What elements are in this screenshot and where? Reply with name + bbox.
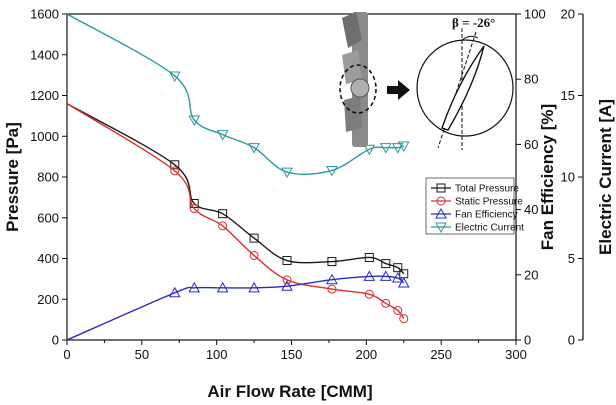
current-tick-label: 5 [568, 251, 575, 266]
data-point [189, 204, 199, 214]
beta-angle-label: β = -26° [452, 15, 495, 30]
efficiency-tick-label: 20 [524, 267, 538, 282]
data-point [249, 233, 259, 243]
data-point [248, 143, 260, 154]
x-axis-title: Air Flow Rate [CMM] [207, 382, 372, 401]
pressure-tick-label: 0 [52, 333, 59, 348]
legend-label: Static Pressure [455, 197, 523, 208]
x-tick-label: 250 [430, 347, 452, 362]
data-point [393, 305, 403, 315]
data-point [249, 250, 259, 260]
x-tick-label: 150 [281, 347, 303, 362]
fan-efficiency-axis-title: Fan Efficiency [%] [538, 104, 557, 250]
data-point [248, 281, 260, 293]
data-point [326, 165, 338, 177]
current-tick-label: 15 [561, 88, 575, 103]
arrow-right-icon [387, 80, 410, 100]
legend-label: Fan Efficiency [455, 210, 518, 221]
pressure-tick-label: 200 [37, 292, 59, 307]
series-line [66, 103, 405, 320]
data-point [379, 270, 392, 281]
efficiency-tick-label: 40 [524, 202, 538, 217]
current-tick-label: 10 [561, 170, 575, 185]
data-point [327, 257, 337, 267]
x-tick-label: 50 [135, 347, 149, 362]
x-tick-label: 100 [206, 347, 228, 362]
data-point [381, 298, 391, 308]
x-tick-label: 200 [355, 347, 377, 362]
data-point [379, 143, 392, 154]
data-point [168, 286, 181, 298]
pressure-tick-label: 1400 [30, 47, 59, 62]
data-point [326, 273, 338, 285]
efficiency-tick-label: 0 [524, 333, 531, 348]
pressure-tick-label: 600 [37, 210, 59, 225]
legend-marker [436, 196, 446, 206]
pressure-tick-label: 1600 [30, 7, 59, 22]
efficiency-tick-label: 60 [524, 137, 538, 152]
electric-current-axis-title: Electric Current [A] [596, 99, 615, 255]
data-point [188, 281, 201, 293]
data-point [393, 263, 403, 273]
data-point [282, 275, 292, 285]
data-point [188, 115, 201, 126]
data-point [216, 130, 229, 141]
x-axis: 0 50 100 150 200 250 300 [63, 340, 527, 362]
data-point [218, 209, 228, 219]
series-layer [66, 13, 410, 341]
series-line [66, 275, 405, 341]
pressure-axis: 0 200 400 600 800 1000 1200 1400 1600 [30, 7, 67, 348]
electric-current-axis: 0 5 10 15 20 [561, 7, 584, 348]
data-point [170, 166, 180, 176]
legend-label: Total Pressure [455, 184, 519, 195]
legend: Total Pressure Static Pressure Fan Efficie… [425, 177, 524, 235]
x-tick-label: 0 [63, 347, 70, 362]
legend-label: Electric Current [455, 223, 524, 234]
current-tick-label: 0 [568, 333, 575, 348]
data-point [282, 256, 292, 266]
pressure-tick-label: 1200 [30, 88, 59, 103]
data-point [363, 270, 376, 281]
pressure-tick-label: 400 [37, 251, 59, 266]
pressure-tick-label: 800 [37, 170, 59, 185]
data-point [364, 252, 374, 262]
pressure-tick-label: 1000 [30, 129, 59, 144]
series-fan-efficiency [66, 270, 410, 341]
fan-blade-illustration [339, 12, 377, 147]
fan-efficiency-axis: 0 20 40 60 80 100 [516, 7, 546, 348]
x-tick-label: 300 [505, 347, 527, 362]
series-static-pressure [66, 103, 409, 324]
data-point [281, 167, 293, 179]
efficiency-tick-label: 100 [524, 7, 546, 22]
current-tick-label: 20 [561, 7, 575, 22]
series-electric-current [66, 13, 410, 179]
data-point [397, 141, 410, 153]
data-point [216, 281, 229, 293]
legend-marker [435, 207, 447, 219]
data-point [391, 272, 404, 283]
blade-angle-inset: β = -26° [416, 15, 514, 150]
data-point [218, 221, 228, 231]
efficiency-tick-label: 80 [524, 72, 538, 87]
data-point [399, 314, 409, 324]
data-point [391, 143, 404, 154]
legend-marker [435, 222, 447, 234]
data-point [327, 284, 337, 294]
legend-marker [436, 183, 446, 193]
pressure-axis-title: Pressure [Pa] [3, 122, 22, 232]
data-point [281, 280, 293, 291]
series-line [66, 103, 405, 275]
data-point [170, 160, 180, 170]
data-point [397, 276, 410, 288]
data-point [364, 289, 374, 299]
detail-highlight-circle [339, 64, 377, 114]
data-point [381, 259, 391, 269]
data-point [168, 71, 181, 82]
data-point [363, 144, 376, 156]
